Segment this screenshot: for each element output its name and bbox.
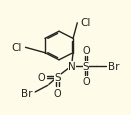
Text: O: O xyxy=(37,72,45,82)
Text: O: O xyxy=(82,46,90,56)
Text: S: S xyxy=(54,72,61,82)
Text: Cl: Cl xyxy=(80,18,91,28)
Text: S: S xyxy=(83,61,89,71)
Text: Br: Br xyxy=(108,61,120,71)
Text: Br: Br xyxy=(21,88,32,98)
Text: Cl: Cl xyxy=(12,43,22,53)
Text: N: N xyxy=(68,61,76,71)
Text: O: O xyxy=(54,88,61,98)
Text: O: O xyxy=(82,76,90,86)
